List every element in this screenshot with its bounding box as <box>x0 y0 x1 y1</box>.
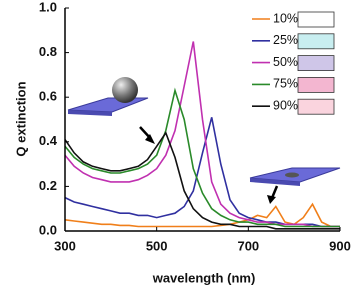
x-tick-label: 900 <box>329 238 351 253</box>
legend-label: 75% <box>273 77 298 91</box>
x-tick-label: 700 <box>237 238 259 253</box>
sphere-inset <box>67 77 149 116</box>
line-series <box>64 131 340 230</box>
legend-label: 25% <box>273 33 298 47</box>
arrow <box>139 126 279 204</box>
y-tick-label: 0.6 <box>39 89 57 104</box>
legend-label: 50% <box>273 55 298 69</box>
legend-box <box>297 33 335 50</box>
legend-label: 90% <box>273 98 298 112</box>
line-series <box>64 41 340 228</box>
y-tick-label: 0.0 <box>39 222 57 237</box>
y-tick-label: 0.2 <box>39 178 57 193</box>
legend-box <box>297 11 335 28</box>
y-tick-label: 1.0 <box>39 0 57 14</box>
legend-box <box>297 98 335 115</box>
y-tick-label: 0.8 <box>39 44 57 59</box>
legend-box <box>297 77 335 93</box>
line-series <box>64 202 340 228</box>
x-tick-label: 500 <box>146 238 168 253</box>
legend-label: 10% <box>273 11 298 25</box>
hole-inset <box>249 167 341 186</box>
x-axis-label: wavelength (nm) <box>152 270 256 285</box>
legend-box <box>297 55 335 71</box>
y-tick-label: 0.4 <box>39 133 58 148</box>
y-axis-label: Q extinction <box>13 81 28 156</box>
x-tick-label: 300 <box>54 238 76 253</box>
line-series <box>64 87 340 228</box>
